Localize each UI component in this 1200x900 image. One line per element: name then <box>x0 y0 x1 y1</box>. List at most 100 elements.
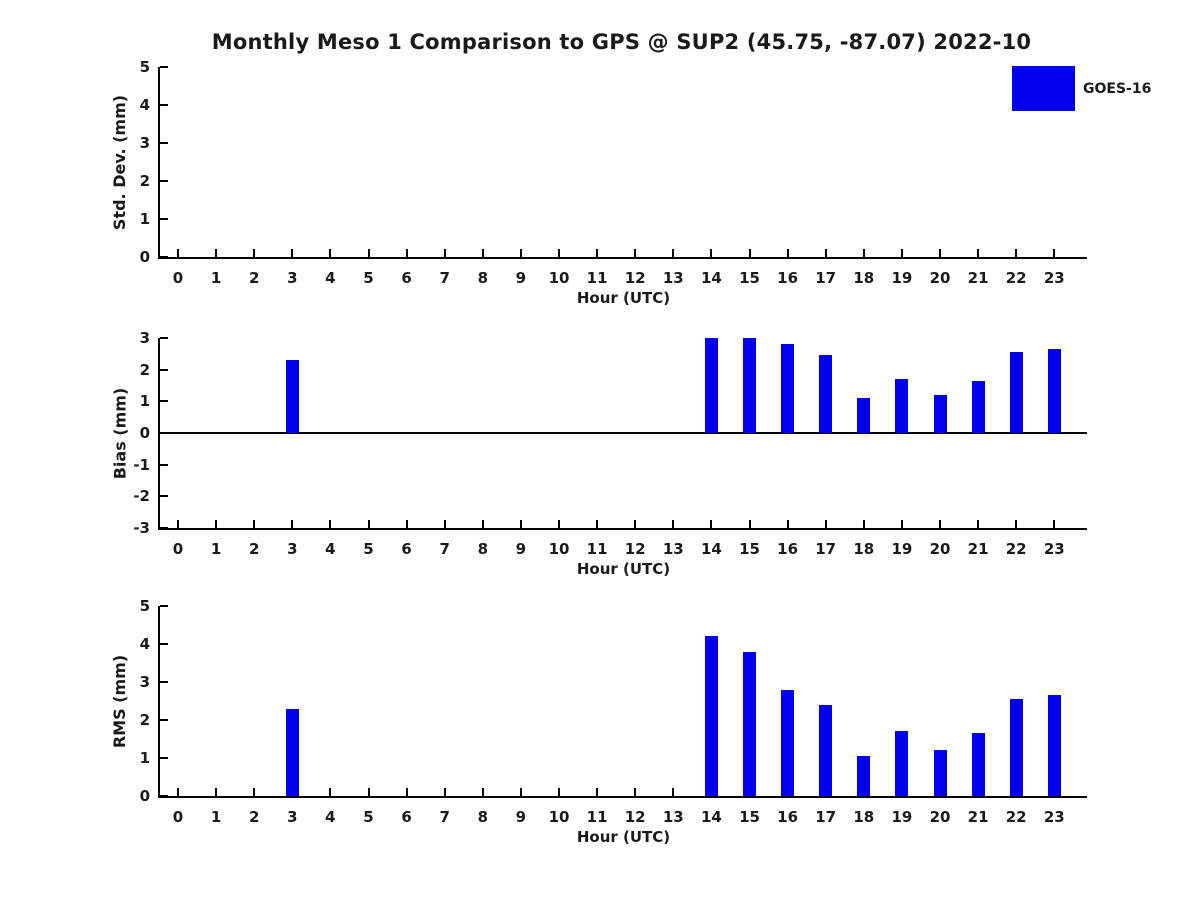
y-tick-label: 4 <box>139 96 150 114</box>
x-tick-label: 3 <box>287 808 298 826</box>
x-tick <box>786 249 789 257</box>
x-tick-label: 11 <box>586 808 608 826</box>
bar-hour-19 <box>895 379 909 433</box>
x-tick <box>939 520 941 528</box>
plot-area-std-dev: Hour (UTC) 0 1 2 3 4 5 0 1 2 3 4 5 6 7 8 9 10 11 12 13 14 15 1… <box>140 58 1087 307</box>
y-tick <box>160 256 168 258</box>
x-tick-label: 0 <box>172 269 184 287</box>
y-tick <box>160 66 168 68</box>
x-tick <box>405 520 408 528</box>
x-tick-label: 7 <box>439 540 450 558</box>
x-tick <box>558 520 560 528</box>
x-tick-label: 19 <box>891 540 913 558</box>
x-tick <box>1015 249 1018 257</box>
x-tick <box>519 249 522 257</box>
bar-hour-17 <box>819 704 833 796</box>
x-tick-label: 17 <box>815 808 837 826</box>
x-tick-label: 8 <box>477 540 489 558</box>
x-tick-label: 21 <box>967 540 989 558</box>
x-tick-label: 20 <box>929 808 951 826</box>
x-tick <box>1015 520 1018 528</box>
y-tick <box>160 142 168 144</box>
x-tick <box>596 520 599 528</box>
x-tick-label: 5 <box>363 808 374 826</box>
y-tick-label: 0 <box>139 787 150 805</box>
bar-hour-15 <box>743 651 756 796</box>
x-tick-label: 2 <box>248 540 260 558</box>
x-tick-label: 16 <box>777 808 799 826</box>
x-tick <box>634 520 637 528</box>
x-tick-label: 0 <box>172 808 184 826</box>
y-tick-label: -3 <box>133 519 150 537</box>
bar-hour-18 <box>857 398 871 433</box>
y-tick <box>160 180 168 182</box>
x-tick-label: 14 <box>700 540 722 558</box>
legend-swatch-goes16 <box>1012 66 1075 111</box>
x-tick-label: 18 <box>853 269 875 287</box>
y-tick-label: 4 <box>139 635 150 653</box>
y-tick <box>160 337 168 339</box>
bar-hour-21 <box>971 380 985 433</box>
y-tick-label: 3 <box>139 134 150 152</box>
y-tick <box>160 681 168 683</box>
x-tick <box>558 788 560 796</box>
y-tick <box>160 400 168 403</box>
x-tick-label: 18 <box>853 808 875 826</box>
y-tick-label: 1 <box>139 392 150 411</box>
x-tick-label: 15 <box>739 808 760 826</box>
bar-hour-14 <box>704 636 718 796</box>
x-tick-label: 6 <box>401 269 412 287</box>
y-tick <box>160 605 168 607</box>
x-tick <box>900 249 903 257</box>
bar-hour-23 <box>1047 695 1061 796</box>
y-tick <box>160 757 168 759</box>
x-tick-label: 21 <box>967 808 989 826</box>
x-tick <box>1053 520 1056 528</box>
x-tick <box>748 520 751 528</box>
x-tick <box>405 788 408 796</box>
x-tick-label: 1 <box>210 540 222 558</box>
y-tick <box>160 719 168 721</box>
x-tick-label: 10 <box>548 540 570 558</box>
x-tick <box>939 249 941 257</box>
x-tick <box>177 788 179 796</box>
x-tick <box>519 788 522 796</box>
bar-hour-20 <box>933 750 947 796</box>
bar-hour-19 <box>895 731 909 796</box>
x-tick-label: 16 <box>777 269 799 287</box>
x-tick <box>215 788 218 796</box>
x-tick-label: 23 <box>1043 269 1065 287</box>
x-tick-label: 6 <box>401 808 412 826</box>
y-tick <box>160 218 168 220</box>
x-tick <box>329 249 332 257</box>
x-tick-label: 10 <box>548 269 570 287</box>
x-tick-label: 22 <box>1005 540 1027 558</box>
x-tick <box>672 249 675 257</box>
x-tick-label: 5 <box>363 540 374 558</box>
x-tick <box>672 520 675 528</box>
x-tick-label: 2 <box>248 269 260 287</box>
zero-line <box>160 432 1087 434</box>
x-tick-label: 4 <box>325 269 336 287</box>
x-tick <box>443 788 446 796</box>
x-tick <box>862 249 865 257</box>
x-tick-label: 11 <box>586 269 608 287</box>
x-tick <box>253 249 256 257</box>
subplot-rms: RMS (mm) Hour (UTC) 0 1 2 3 4 5 0 1 2 3 4 5 6 7 8 9 10 11… <box>0 597 1200 866</box>
x-tick-label: 19 <box>891 808 913 826</box>
x-tick-label: 8 <box>477 269 489 287</box>
y-tick <box>160 527 168 529</box>
x-tick <box>596 249 599 257</box>
x-tick <box>1053 249 1056 257</box>
x-tick-label: 23 <box>1043 808 1065 826</box>
x-tick-label: 20 <box>929 269 951 287</box>
legend-label: GOES-16 <box>1083 80 1152 97</box>
x-tick <box>519 520 522 528</box>
y-tick-label: 5 <box>139 597 150 615</box>
x-tick-label: 7 <box>439 808 450 826</box>
subplot-bias: Bias (mm) Hour (UTC) -3 -2 -1 0 1 2 3 0 1 2 3 4 5 6 7 8… <box>0 329 1200 598</box>
x-tick <box>634 249 637 257</box>
y-tick-label: 2 <box>139 360 150 379</box>
